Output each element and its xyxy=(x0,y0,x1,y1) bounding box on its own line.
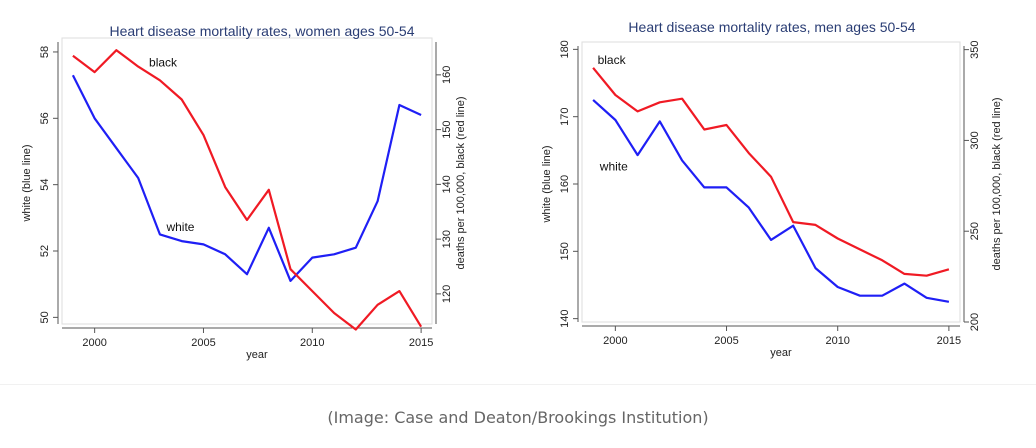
y-left-tick-label: 140 xyxy=(559,309,571,327)
x-tick-label: 2000 xyxy=(603,335,627,347)
y-right-tick-label: 350 xyxy=(969,40,981,58)
y-right-tick-label: 300 xyxy=(969,131,981,149)
y-left-tick-label: 170 xyxy=(559,108,571,126)
y-left-tick-label: 50 xyxy=(39,311,51,323)
y-axis-right-label: deaths per 100,000, black (red line) xyxy=(991,97,1003,270)
series-line-black xyxy=(592,67,950,277)
x-tick-label: 2010 xyxy=(300,337,324,349)
y-right-tick-label: 120 xyxy=(441,285,453,303)
x-tick-label: 2015 xyxy=(409,337,433,349)
y-right-tick-label: 200 xyxy=(969,313,981,331)
chart-men: Heart disease mortality rates, men ages … xyxy=(541,19,1003,359)
series-line-white xyxy=(71,74,422,282)
series-annotation-black: black xyxy=(149,56,178,70)
series-line-white xyxy=(592,99,950,303)
x-tick-label: 2015 xyxy=(937,335,961,347)
y-left-tick-label: 160 xyxy=(559,175,571,193)
x-axis-label: year xyxy=(246,349,268,361)
series-line-black xyxy=(72,49,423,331)
chart-title: Heart disease mortality rates, men ages … xyxy=(628,19,915,35)
x-tick-label: 2000 xyxy=(82,337,106,349)
chart-women: Heart disease mortality rates, women age… xyxy=(21,23,467,361)
y-axis-left-label: white (blue line) xyxy=(21,144,33,222)
x-tick-label: 2005 xyxy=(714,335,738,347)
x-tick-label: 2005 xyxy=(191,337,215,349)
series-annotation-black: black xyxy=(598,53,627,67)
y-right-tick-label: 140 xyxy=(441,175,453,193)
chart-title: Heart disease mortality rates, women age… xyxy=(109,23,414,39)
x-tick-label: 2010 xyxy=(825,335,849,347)
y-left-tick-label: 52 xyxy=(39,245,51,257)
y-left-tick-label: 150 xyxy=(559,242,571,260)
plot-frame xyxy=(61,37,433,325)
y-right-tick-label: 150 xyxy=(441,120,453,138)
plot-frame xyxy=(581,41,961,323)
y-axis-left-label: white (blue line) xyxy=(541,145,553,223)
chart-women-panel: Heart disease mortality rates, women age… xyxy=(12,6,484,382)
chart-men-panel: Heart disease mortality rates, men ages … xyxy=(520,6,1024,382)
divider xyxy=(0,384,1036,385)
image-caption: (Image: Case and Deaton/Brookings Instit… xyxy=(327,408,709,427)
series-annotation-white: white xyxy=(165,220,194,234)
y-axis-right-label: deaths per 100,000, black (red line) xyxy=(455,96,467,269)
y-left-tick-label: 180 xyxy=(559,40,571,58)
y-right-tick-label: 160 xyxy=(441,66,453,84)
y-right-tick-label: 250 xyxy=(969,222,981,240)
y-left-tick-label: 58 xyxy=(39,46,51,58)
y-left-tick-label: 54 xyxy=(39,179,51,191)
series-annotation-white: white xyxy=(599,160,628,174)
y-right-tick-label: 130 xyxy=(441,230,453,248)
x-axis-label: year xyxy=(770,347,792,359)
y-left-tick-label: 56 xyxy=(39,112,51,124)
